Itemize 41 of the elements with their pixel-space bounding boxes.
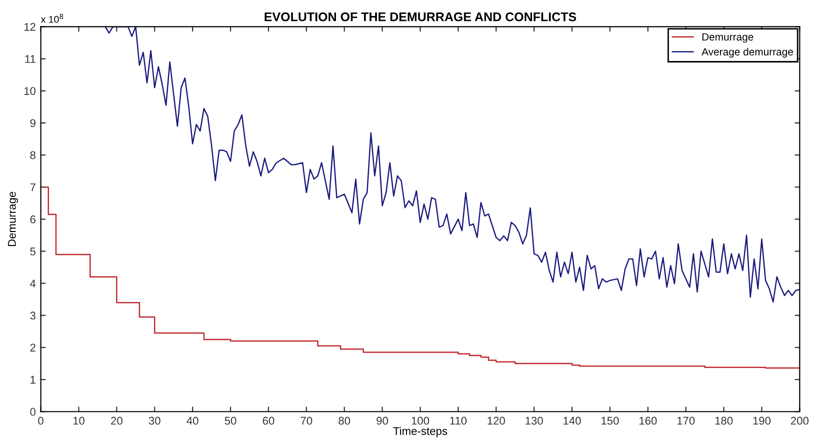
x-tick-label: 90: [376, 416, 388, 425]
chart-title: EVOLUTION OF THE DEMURRAGE AND CONFLICTS: [264, 12, 576, 22]
x-tick-label: 110: [450, 416, 467, 425]
x-tick-label: 150: [602, 416, 619, 425]
y-tick-label: 5: [30, 248, 36, 256]
y-tick-label: 9: [30, 119, 36, 128]
x-axis-title: Time-steps: [393, 426, 448, 438]
y-axis-title: Demurrage: [8, 192, 18, 246]
legend-label: Average demurrage: [702, 48, 793, 58]
y-tick-label: 7: [30, 183, 36, 192]
x-tick-label: 100: [412, 416, 430, 425]
x-tick-label: 30: [148, 416, 160, 425]
text: x 10$^{8}$: [40, 14, 64, 23]
line-series: [104, 26, 800, 303]
x-tick-label: 160: [639, 416, 657, 425]
x-tick-label: 170: [677, 416, 695, 425]
x-tick-label: 70: [300, 416, 312, 425]
y-tick-label: 6: [30, 215, 36, 224]
y-tick-label: 4: [30, 280, 36, 288]
y-tick-label: 1: [30, 376, 36, 384]
x-tick-label: 20: [111, 416, 122, 425]
x-tick-label: 190: [753, 416, 771, 425]
x-tick-label: 50: [224, 416, 236, 425]
x-tick-label: 0: [38, 416, 44, 425]
y-tick-label: 10: [24, 87, 36, 95]
x-tick-label: 10: [73, 416, 84, 425]
x-tick-label: 200: [790, 416, 809, 425]
x-tick-label: 120: [488, 416, 505, 425]
x-tick-label: 40: [186, 416, 198, 425]
x-tick-label: 180: [715, 416, 733, 425]
x-tick-label: 60: [262, 416, 274, 425]
y-tick-label: 0: [30, 408, 36, 416]
y-tick-label: 8: [30, 151, 36, 160]
legend-label: Demurrage: [702, 33, 754, 43]
y-tick-label: 11: [25, 55, 36, 63]
y-tick-label: 2: [30, 344, 36, 352]
x-tick-label: 80: [338, 416, 350, 425]
x-tick-label: 130: [526, 416, 543, 425]
y-tick-label: 12: [24, 22, 36, 31]
y-tick-label: 3: [30, 312, 36, 320]
x-tick-label: 140: [564, 416, 581, 425]
